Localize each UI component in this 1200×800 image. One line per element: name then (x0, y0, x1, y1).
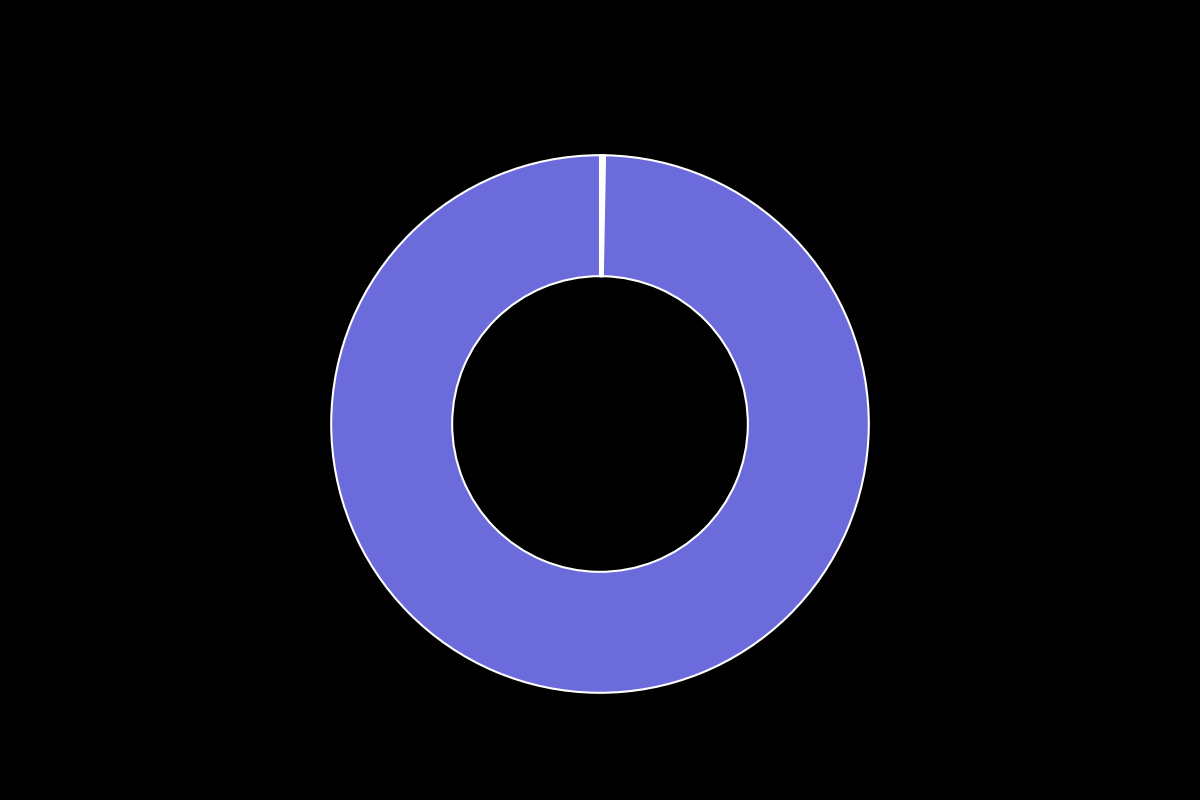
Wedge shape (602, 155, 605, 276)
Wedge shape (331, 155, 869, 693)
Wedge shape (600, 155, 601, 276)
Wedge shape (601, 155, 604, 276)
